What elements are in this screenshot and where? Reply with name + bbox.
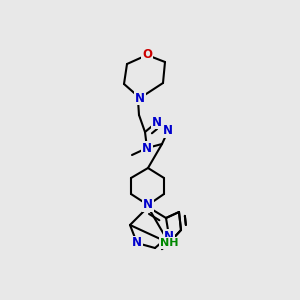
Text: N: N	[142, 142, 152, 154]
Text: N: N	[164, 230, 174, 242]
Text: N: N	[143, 199, 153, 212]
Text: N: N	[163, 124, 173, 137]
Text: N: N	[135, 92, 145, 104]
Text: O: O	[142, 49, 152, 62]
Text: N: N	[152, 116, 162, 128]
Text: N: N	[132, 236, 142, 250]
Text: NH: NH	[160, 238, 178, 248]
